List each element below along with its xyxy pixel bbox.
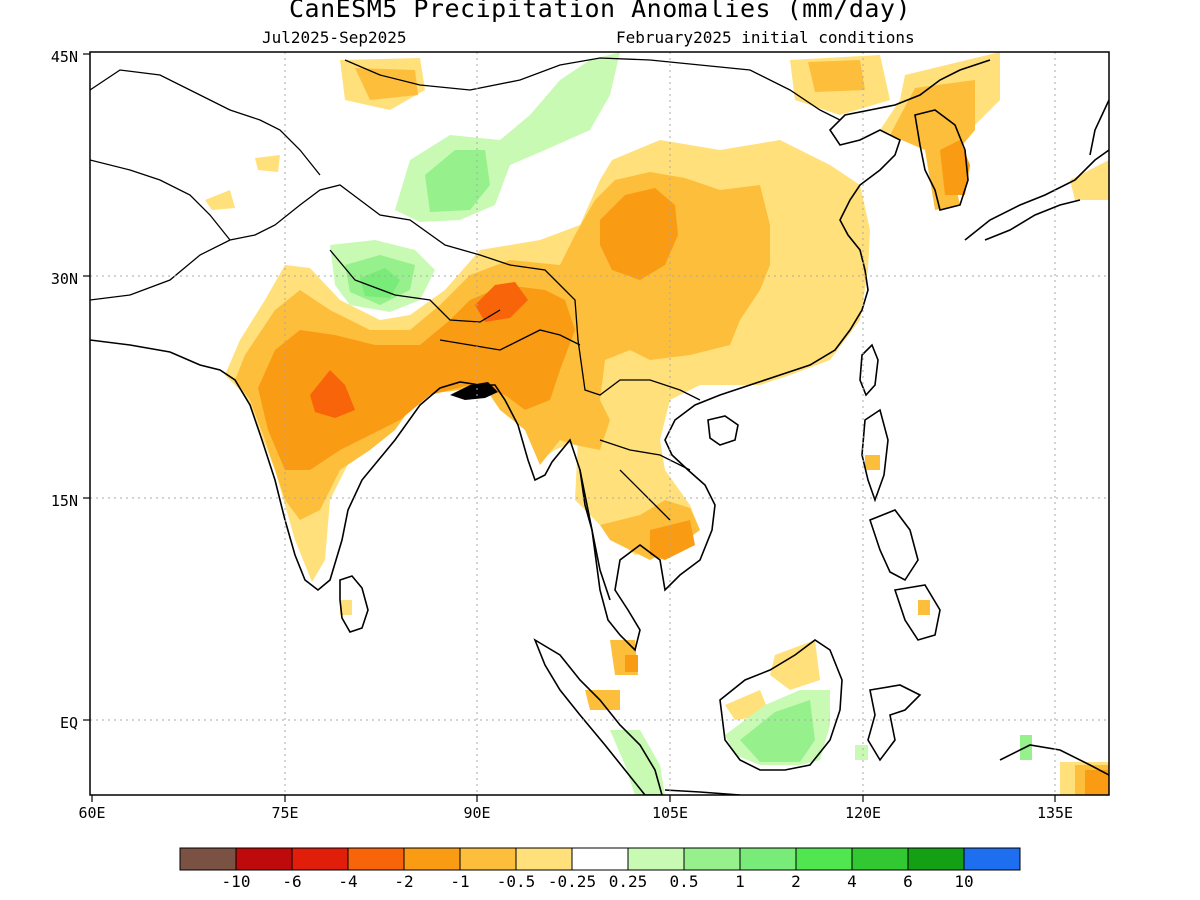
- axis-ticks: [83, 53, 1056, 802]
- colorbar-swatch: [515, 847, 573, 871]
- colorbar-swatch: [627, 847, 685, 871]
- lat-label-45n: 45N: [51, 48, 78, 66]
- colorbar-label: -1: [450, 872, 469, 891]
- colorbar-swatch: [907, 847, 965, 871]
- gridlines: [90, 52, 1109, 795]
- colorbar-label: 4: [847, 872, 857, 891]
- lon-label-135e: 135E: [1037, 804, 1073, 822]
- anomaly-severe-dry: [310, 282, 528, 418]
- map-frame: [89, 51, 1110, 796]
- anomaly-strong-dry: [258, 140, 1109, 795]
- lon-label-75e: 75E: [271, 804, 298, 822]
- colorbar-label: 1: [735, 872, 745, 891]
- lon-label-90e: 90E: [463, 804, 490, 822]
- lon-label-120e: 120E: [845, 804, 881, 822]
- colorbar-swatch: [795, 847, 853, 871]
- colorbar-swatch: [179, 847, 237, 871]
- colorbar-swatch: [235, 847, 293, 871]
- colorbar-swatch: [739, 847, 797, 871]
- colorbar-swatch: [459, 847, 517, 871]
- map-title: CanESM5 Precipitation Anomalies (mm/day): [288, 0, 912, 23]
- colorbar-swatch: [683, 847, 741, 871]
- colorbar-label: 0.5: [670, 872, 699, 891]
- colorbar-label: -0.5: [497, 872, 536, 891]
- lat-label-eq: EQ: [60, 714, 78, 732]
- colorbar-label: 2: [791, 872, 801, 891]
- initial-conditions: February2025 initial conditions: [616, 28, 915, 47]
- ganges-delta: [450, 382, 498, 400]
- colorbar: -10 -6 -4 -2 -1 -0.5 -0.25 0.25 0.5 1 2 4 6 10: [179, 847, 1021, 891]
- colorbar-swatch: [291, 847, 349, 871]
- lon-label-105e: 105E: [652, 804, 688, 822]
- anomaly-field: [205, 52, 1109, 795]
- colorbar-swatch: [571, 847, 629, 871]
- lon-label-60e: 60E: [78, 804, 105, 822]
- colorbar-label: -0.25: [548, 872, 596, 891]
- colorbar-swatch: [347, 847, 405, 871]
- colorbar-swatch: [963, 847, 1021, 871]
- colorbar-label: -6: [282, 872, 301, 891]
- colorbar-swatch: [403, 847, 461, 871]
- colorbar-label: 6: [903, 872, 913, 891]
- colorbar-label: -2: [394, 872, 413, 891]
- coastlines: [90, 57, 1109, 795]
- colorbar-label: 10: [954, 872, 973, 891]
- lat-label-15n: 15N: [51, 492, 78, 510]
- colorbar-label: 0.25: [609, 872, 648, 891]
- colorbar-label: -4: [338, 872, 357, 891]
- forecast-period: Jul2025-Sep2025: [262, 28, 407, 47]
- colorbar-swatch: [851, 847, 909, 871]
- colorbar-label: -10: [222, 872, 251, 891]
- lat-label-30n: 30N: [51, 270, 78, 288]
